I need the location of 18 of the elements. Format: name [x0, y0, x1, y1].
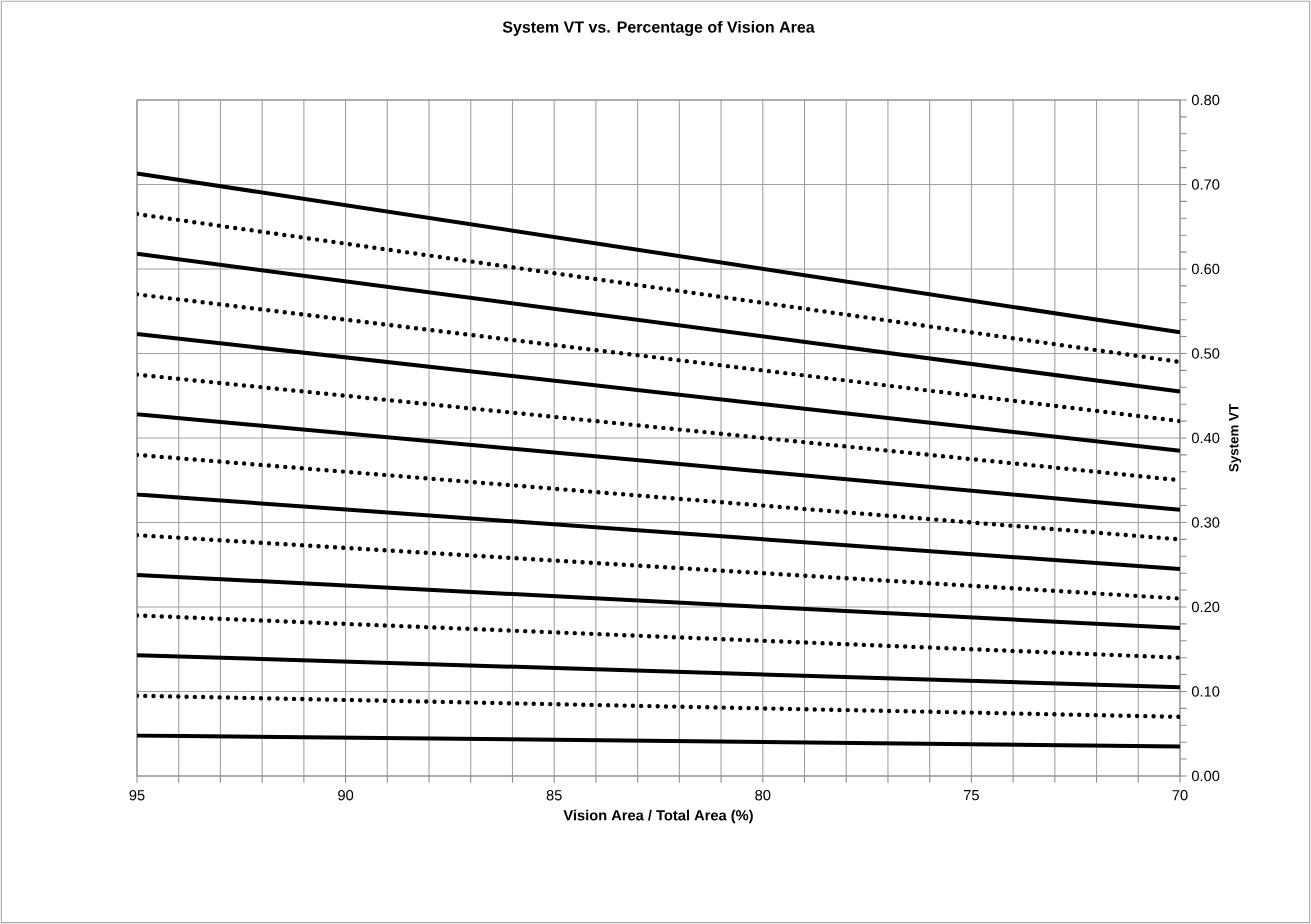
y-tick-label: 0.30 [1191, 517, 1220, 528]
x-tick-label: 80 [755, 790, 771, 801]
x-tick-label: 95 [129, 790, 145, 801]
x-axis-title: Vision Area / Total Area (%) [563, 809, 753, 824]
y-tick-label: 0.80 [1191, 94, 1220, 106]
x-tick-label: 75 [963, 790, 979, 801]
chart-title: System VT vs. Percentage of Vision Area [502, 20, 815, 36]
y-tick-label: 0.60 [1191, 263, 1220, 275]
x-tick-label: 70 [1172, 790, 1188, 801]
x-tick-label: 90 [338, 790, 354, 801]
y-tick-label: 0.70 [1191, 179, 1220, 190]
y-tick-label: 0.20 [1191, 601, 1220, 613]
y-tick-label: 0.00 [1191, 770, 1220, 782]
y-tick-label: 0.40 [1191, 432, 1220, 444]
y-tick-label: 0.10 [1191, 686, 1220, 697]
y-axis-title: System VT [1229, 404, 1242, 472]
x-tick-label: 85 [546, 790, 562, 801]
y-tick-label: 0.50 [1191, 348, 1220, 359]
